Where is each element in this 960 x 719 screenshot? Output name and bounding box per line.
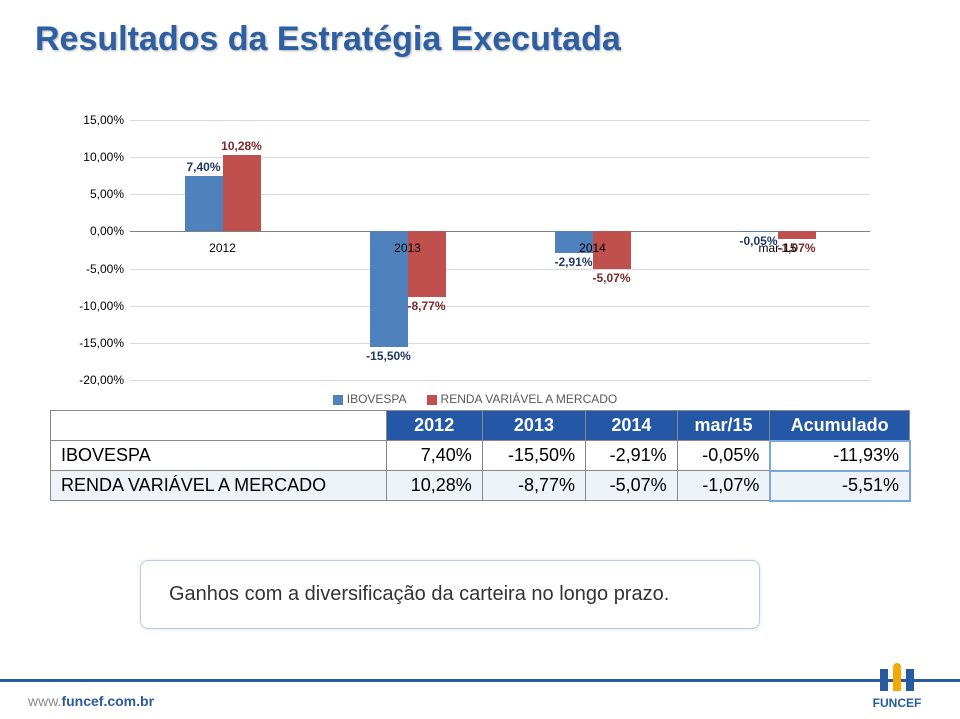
bar-value-label: -8,77% — [407, 299, 445, 313]
table-cell: -8,77% — [482, 471, 585, 501]
footer: www.funcef.com.br FUNCEF — [0, 679, 960, 719]
table-header-cell: 2014 — [586, 411, 678, 441]
chart-legend: IBOVESPA RENDA VARIÁVEL A MERCADO — [60, 392, 890, 406]
bar-chart: 15,00% 10,00% 5,00% 0,00% -5,00% -10,00% -15,0… — [60, 100, 890, 400]
legend-swatch-icon — [333, 395, 343, 405]
y-axis-tick: -5,00% — [86, 262, 130, 276]
legend-swatch-icon — [427, 395, 437, 405]
bar-value-label: 10,28% — [221, 139, 262, 153]
table-cell: -5,07% — [586, 471, 678, 501]
table-cell: 10,28% — [386, 471, 482, 501]
page-title: Resultados da Estratégia Executada — [35, 20, 621, 59]
y-axis-tick: 5,00% — [90, 187, 130, 201]
bar — [185, 176, 223, 231]
x-axis-category: 2014 — [500, 241, 685, 255]
bar-value-label: -15,50% — [366, 349, 411, 363]
bar-value-label: -2,91% — [554, 255, 592, 269]
y-axis-tick: -15,00% — [79, 336, 130, 350]
table-cell: -1,07% — [677, 471, 770, 501]
table-row-header: IBOVESPA — [51, 441, 387, 471]
x-axis-category: 2013 — [315, 241, 500, 255]
footer-url: www.funcef.com.br — [28, 693, 154, 709]
table-cell: 7,40% — [386, 441, 482, 471]
svg-text:FUNCEF: FUNCEF — [873, 696, 922, 710]
funcef-logo-icon: FUNCEF — [862, 663, 932, 713]
footer-url-prefix: www. — [28, 693, 61, 709]
table-row: RENDA VARIÁVEL A MERCADO10,28%-8,77%-5,0… — [51, 471, 910, 501]
legend-label: RENDA VARIÁVEL A MERCADO — [441, 392, 618, 406]
footer-url-main: funcef.com.br — [61, 693, 154, 709]
table-cell: -0,05% — [677, 441, 770, 471]
y-axis-tick: 0,00% — [90, 224, 130, 238]
y-axis-tick: -20,00% — [79, 373, 130, 387]
bar-value-label: -5,07% — [592, 271, 630, 285]
callout-box: Ganhos com a diversificação da carteira … — [140, 560, 760, 629]
legend-item: IBOVESPA — [333, 392, 407, 406]
bar-value-label: 7,40% — [186, 160, 220, 174]
y-axis-tick: 15,00% — [83, 113, 130, 127]
table-cell: -2,91% — [586, 441, 678, 471]
data-table: 201220132014mar/15Acumulado IBOVESPA7,40… — [50, 410, 910, 501]
bar — [223, 155, 261, 231]
table-row-header: RENDA VARIÁVEL A MERCADO — [51, 471, 387, 501]
table-cell: -5,51% — [770, 471, 910, 501]
bar — [778, 231, 816, 239]
x-axis-category: mar-15 — [685, 241, 870, 255]
table-header-cell — [51, 411, 387, 441]
table-row: IBOVESPA7,40%-15,50%-2,91%-0,05%-11,93% — [51, 441, 910, 471]
y-axis-tick: 10,00% — [83, 150, 130, 164]
table-cell: -15,50% — [482, 441, 585, 471]
table-header-cell: 2012 — [386, 411, 482, 441]
table-header-cell: mar/15 — [677, 411, 770, 441]
y-axis-tick: -10,00% — [79, 299, 130, 313]
legend-item: RENDA VARIÁVEL A MERCADO — [427, 392, 618, 406]
x-axis-category: 2012 — [130, 241, 315, 255]
legend-label: IBOVESPA — [347, 392, 407, 406]
table-header-cell: Acumulado — [770, 411, 910, 441]
table-cell: -11,93% — [770, 441, 910, 471]
table-header-cell: 2013 — [482, 411, 585, 441]
